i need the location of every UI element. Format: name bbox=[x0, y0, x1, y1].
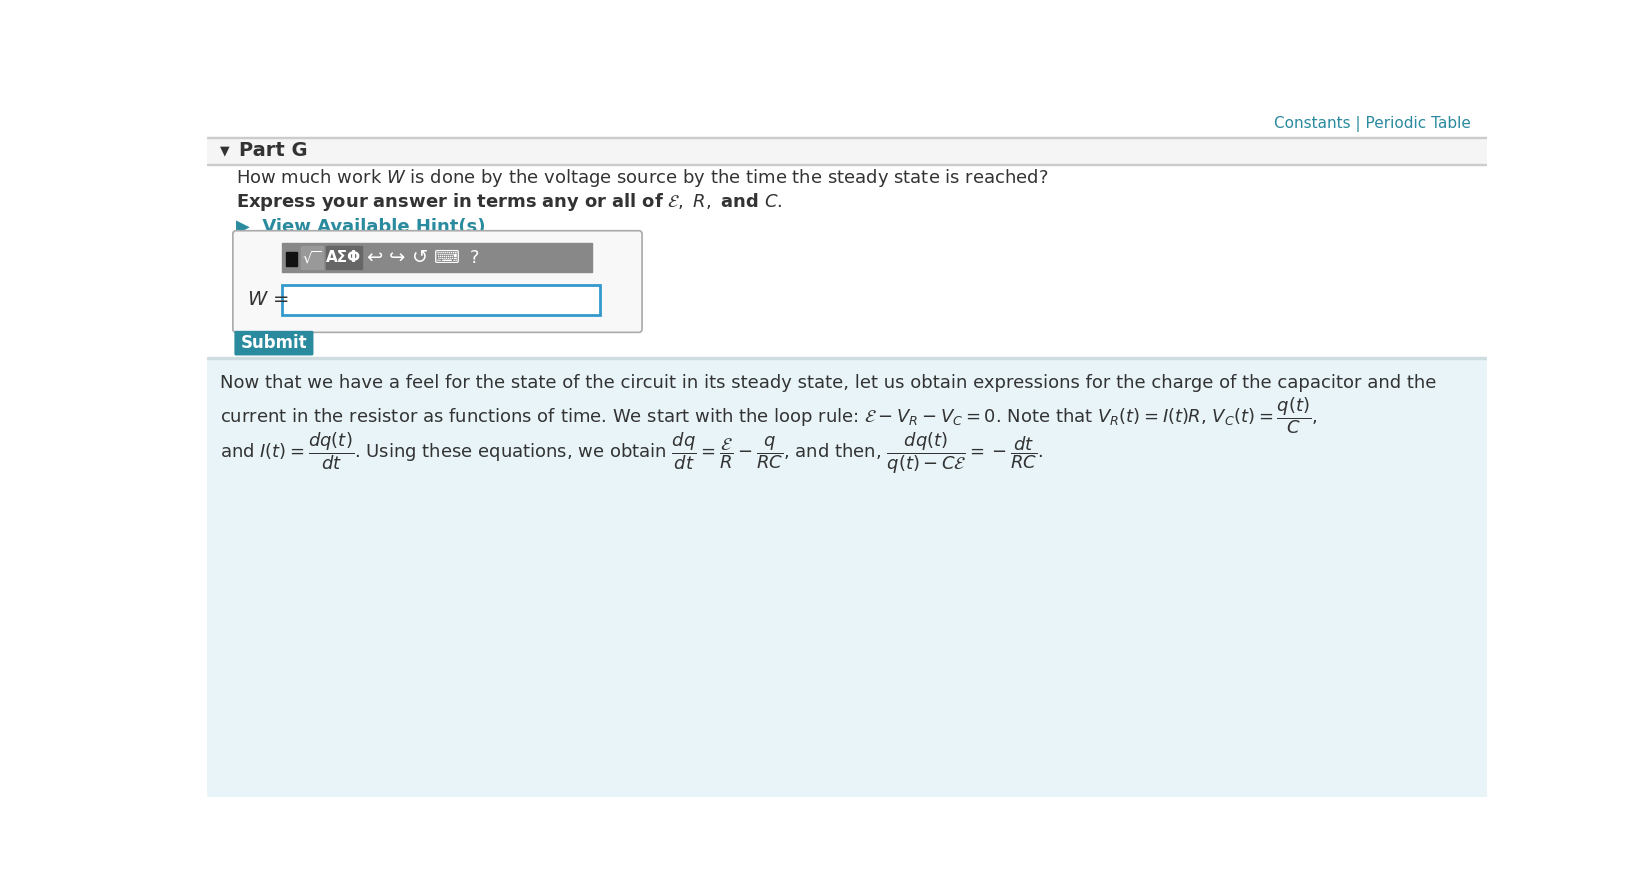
Text: ↩: ↩ bbox=[365, 248, 382, 267]
Bar bbox=[282, 243, 593, 272]
Text: ?: ? bbox=[469, 249, 479, 267]
Text: Part G: Part G bbox=[240, 142, 307, 160]
Text: and $I(t) = \dfrac{dq(t)}{dt}$. Using these equations, we obtain $\dfrac{dq}{dt}: and $I(t) = \dfrac{dq(t)}{dt}$. Using th… bbox=[220, 430, 1044, 476]
Text: ↪: ↪ bbox=[388, 248, 405, 267]
FancyBboxPatch shape bbox=[233, 231, 643, 332]
Bar bbox=[206, 357, 1487, 358]
Text: current in the resistor as functions of time. We start with the loop rule: $\mat: current in the resistor as functions of … bbox=[220, 395, 1318, 435]
Text: ▶  View Available Hint(s): ▶ View Available Hint(s) bbox=[236, 218, 486, 236]
FancyBboxPatch shape bbox=[235, 331, 314, 356]
Text: ⌨: ⌨ bbox=[434, 249, 459, 267]
Text: Now that we have a feel for the state of the circuit in its steady state, let us: Now that we have a feel for the state of… bbox=[220, 375, 1437, 392]
Bar bbox=[282, 285, 600, 315]
Text: ΑΣΦ: ΑΣΦ bbox=[325, 250, 362, 265]
Text: $\sqrt{\;}$: $\sqrt{\;}$ bbox=[302, 249, 322, 266]
Bar bbox=[301, 246, 322, 269]
Bar bbox=[206, 358, 1487, 797]
Text: ▼: ▼ bbox=[220, 144, 230, 157]
Bar bbox=[325, 246, 362, 269]
Bar bbox=[286, 253, 297, 266]
Text: Constants | Periodic Table: Constants | Periodic Table bbox=[1274, 116, 1472, 133]
Bar bbox=[206, 108, 1487, 137]
Bar bbox=[206, 137, 1487, 165]
Text: $\mathbf{Express\ your\ answer\ in\ terms\ any\ or\ all\ of}\ \mathcal{E},\ R,\ : $\mathbf{Express\ your\ answer\ in\ term… bbox=[236, 191, 783, 213]
Bar bbox=[206, 165, 1487, 358]
Text: $W$ =: $W$ = bbox=[246, 289, 289, 309]
Text: Submit: Submit bbox=[241, 334, 307, 352]
Text: ↺: ↺ bbox=[413, 248, 428, 267]
Text: How much work $W$ is done by the voltage source by the time the steady state is : How much work $W$ is done by the voltage… bbox=[236, 167, 1049, 188]
